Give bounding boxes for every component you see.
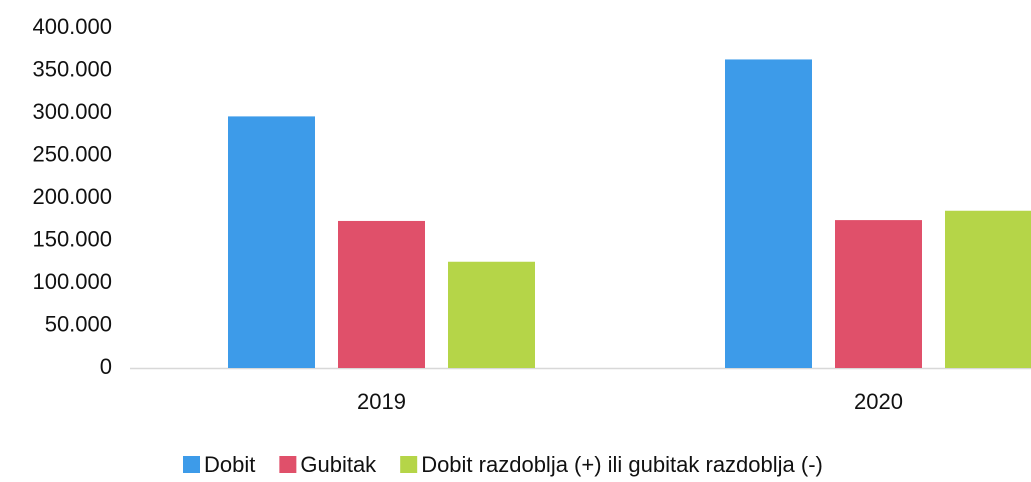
y-tick-label: 350.000 [32, 56, 112, 81]
y-tick-label: 400.000 [32, 14, 112, 39]
legend-swatch [400, 456, 418, 473]
y-tick-label: 50.000 [45, 311, 112, 336]
bar [228, 116, 315, 369]
legend-swatch [183, 456, 200, 473]
y-tick-label: 300.000 [32, 99, 112, 124]
bar [448, 261, 535, 368]
y-tick-label: 0 [100, 354, 112, 379]
legend-swatch [279, 456, 297, 473]
y-tick-label: 200.000 [32, 184, 112, 209]
x-tick-label: 2019 [357, 389, 406, 414]
legend-label: Dobit razdoblja (+) ili gubitak razdoblj… [421, 452, 823, 477]
bar [835, 220, 922, 368]
bar [945, 210, 1031, 368]
bar [725, 59, 812, 368]
y-tick-label: 150.000 [32, 226, 112, 251]
y-tick-label: 250.000 [32, 141, 112, 166]
legend-label: Dobit [204, 452, 255, 477]
bar [338, 220, 425, 368]
x-tick-label: 2020 [854, 389, 903, 414]
legend-label: Gubitak [300, 452, 377, 477]
y-tick-label: 100.000 [32, 269, 112, 294]
